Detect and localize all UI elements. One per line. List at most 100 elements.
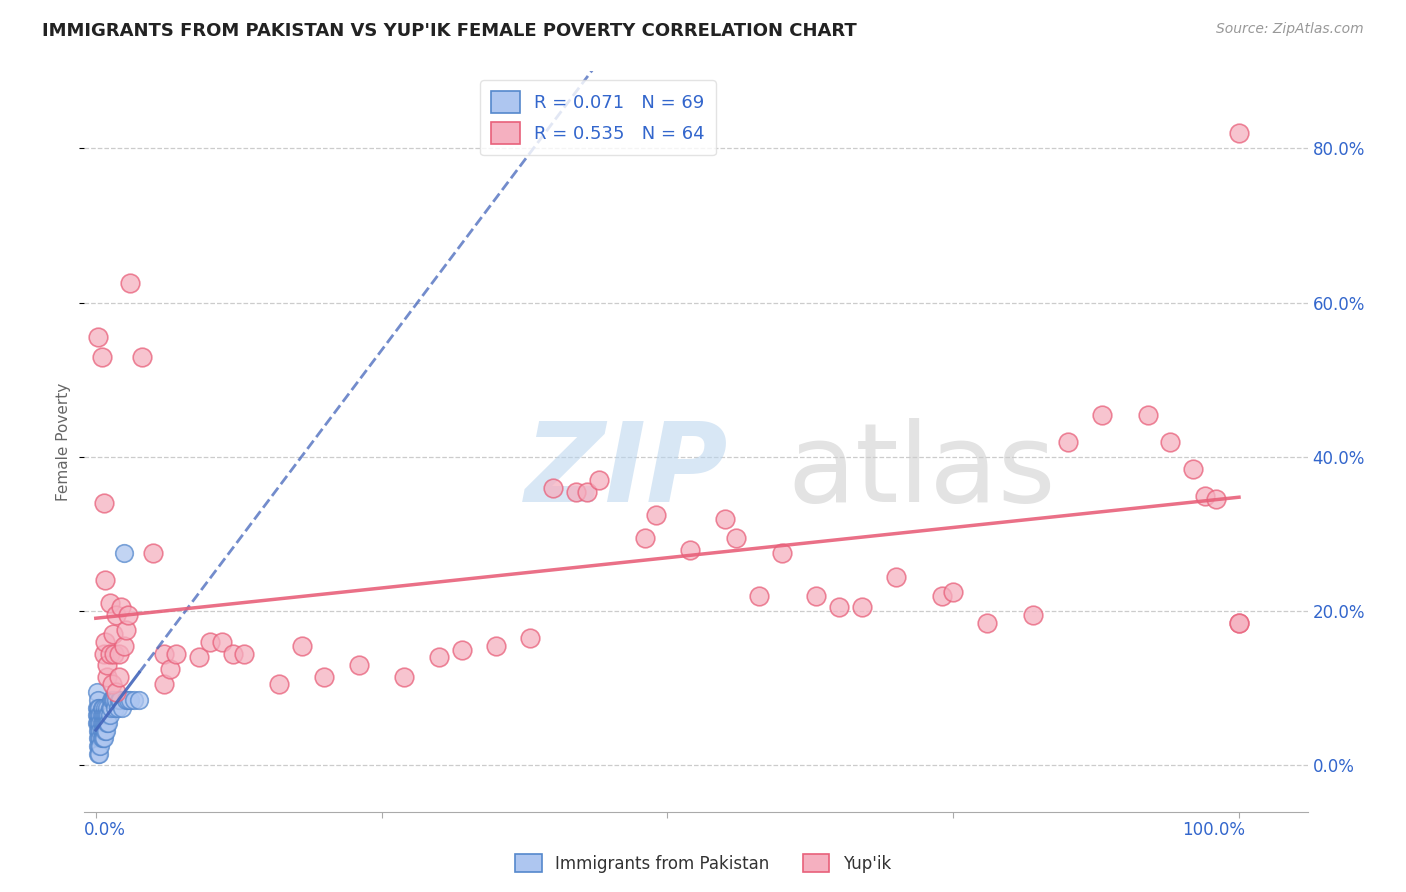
Point	[114, 624, 136, 638]
Point	[94, 708, 117, 723]
Point	[107, 700, 129, 714]
Point	[89, 708, 111, 723]
Point	[222, 647, 245, 661]
Text: 0.0%: 0.0%	[84, 821, 127, 839]
Point	[89, 716, 111, 731]
Point	[713, 511, 735, 525]
Point	[1022, 608, 1045, 623]
Point	[142, 546, 165, 560]
Point	[187, 650, 209, 665]
Point	[1091, 408, 1114, 422]
Point	[90, 700, 112, 714]
Text: 100.0%: 100.0%	[1181, 821, 1244, 839]
Point	[93, 708, 115, 723]
Point	[101, 677, 124, 691]
Point	[97, 708, 120, 723]
Point	[131, 350, 153, 364]
Point	[91, 716, 114, 731]
Point	[120, 277, 142, 291]
Point	[101, 693, 124, 707]
Point	[450, 642, 472, 657]
Point	[98, 597, 121, 611]
Point	[87, 708, 110, 723]
Point	[770, 546, 793, 560]
Point	[93, 647, 115, 661]
Point	[931, 589, 953, 603]
Point	[576, 484, 599, 499]
Point	[89, 739, 111, 754]
Point	[122, 693, 145, 707]
Point	[89, 723, 111, 738]
Point	[90, 731, 112, 746]
Point	[198, 635, 221, 649]
Legend: Immigrants from Pakistan, Yup'ik: Immigrants from Pakistan, Yup'ik	[509, 847, 897, 880]
Point	[1227, 615, 1250, 630]
Point	[96, 716, 118, 731]
Point	[98, 700, 121, 714]
Point	[107, 647, 129, 661]
Point	[159, 662, 181, 676]
Point	[633, 531, 655, 545]
Point	[96, 700, 118, 714]
Point	[100, 693, 122, 707]
Point	[394, 670, 416, 684]
Point	[105, 608, 128, 623]
Point	[347, 658, 370, 673]
Point	[91, 708, 114, 723]
Point	[97, 716, 120, 731]
Point	[211, 635, 233, 649]
Point	[107, 670, 129, 684]
Point	[89, 700, 111, 714]
Point	[427, 650, 450, 665]
Point	[117, 693, 139, 707]
Point	[165, 647, 187, 661]
Point	[153, 677, 176, 691]
Point	[98, 647, 121, 661]
Point	[112, 546, 135, 560]
Point	[1227, 615, 1250, 630]
Point	[1136, 408, 1159, 422]
Point	[851, 600, 873, 615]
Point	[87, 723, 110, 738]
Text: Source: ZipAtlas.com: Source: ZipAtlas.com	[1216, 22, 1364, 37]
Point	[485, 639, 508, 653]
Point	[94, 708, 117, 723]
Point	[100, 700, 122, 714]
Point	[679, 542, 702, 557]
Point	[114, 693, 136, 707]
Point	[91, 731, 114, 746]
Point	[93, 496, 115, 510]
Point	[724, 531, 747, 545]
Point	[87, 330, 110, 344]
Point	[128, 693, 150, 707]
Point	[117, 608, 139, 623]
Point	[107, 693, 129, 707]
Point	[93, 716, 115, 731]
Point	[86, 716, 108, 731]
Point	[588, 473, 610, 487]
Point	[314, 670, 336, 684]
Text: atlas: atlas	[787, 417, 1056, 524]
Point	[96, 670, 118, 684]
Point	[87, 747, 110, 761]
Point	[89, 723, 111, 738]
Point	[267, 677, 290, 691]
Point	[1056, 434, 1078, 449]
Point	[108, 693, 131, 707]
Point	[103, 693, 125, 707]
Point	[748, 589, 770, 603]
Point	[86, 685, 108, 699]
Point	[91, 700, 114, 714]
Point	[101, 693, 124, 707]
Point	[101, 627, 124, 641]
Point	[96, 658, 118, 673]
Point	[94, 716, 117, 731]
Point	[828, 600, 851, 615]
Point	[120, 693, 142, 707]
Point	[541, 481, 564, 495]
Point	[1205, 492, 1227, 507]
Point	[93, 731, 115, 746]
Point	[89, 708, 111, 723]
Point	[89, 739, 111, 754]
Point	[1182, 461, 1205, 475]
